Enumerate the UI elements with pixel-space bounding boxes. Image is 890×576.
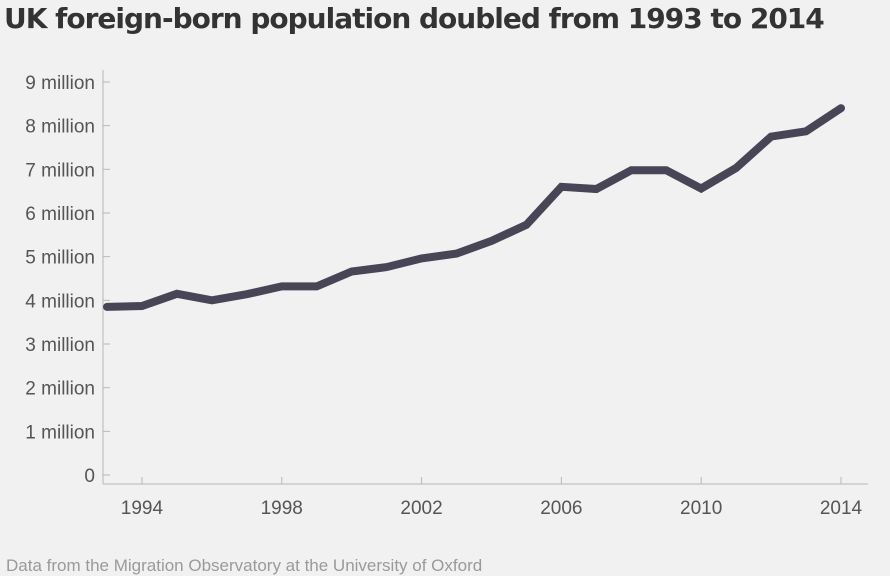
y-tick-label: 4 million [25, 291, 95, 312]
series-line [103, 104, 845, 311]
x-tick-label: 1994 [121, 498, 164, 519]
x-tick-label: 2014 [820, 498, 863, 519]
y-tick-label: 6 million [25, 204, 95, 225]
x-tick-label: 2010 [680, 498, 722, 519]
data-point [421, 257, 423, 259]
data-point [351, 271, 353, 272]
y-tick-label: 0 [84, 466, 95, 487]
chart-axes [102, 70, 868, 485]
data-point [106, 306, 108, 308]
y-tick-label: 8 million [25, 117, 95, 138]
data-point [770, 136, 772, 138]
data-point [141, 305, 143, 307]
data-point [525, 224, 527, 226]
data-point [456, 253, 457, 255]
data-point [665, 169, 667, 171]
x-axis-ticks: 1994 1998 2002 2006 2010 2014 [121, 477, 863, 519]
y-tick-label: 1 million [25, 422, 95, 443]
data-point [281, 285, 283, 287]
series-layer [103, 104, 845, 311]
data-point [386, 266, 388, 268]
data-point [840, 107, 842, 109]
y-axis-ticks: 0 1 million 2 million 3 million 4 million 5 m… [25, 73, 110, 487]
data-point [491, 240, 492, 242]
y-tick-label: 3 million [25, 335, 95, 356]
source-note: Data from the Migration Observatory at t… [6, 556, 483, 575]
x-tick-label: 1998 [261, 498, 303, 519]
y-tick-label: 7 million [25, 160, 95, 181]
x-tick-label: 2002 [400, 498, 442, 519]
chart-title: UK foreign-born population doubled from … [4, 2, 825, 35]
y-tick-label: 9 million [25, 73, 95, 94]
data-point [630, 169, 632, 171]
y-tick-label: 5 million [25, 248, 95, 269]
data-point [246, 293, 248, 295]
data-point [560, 186, 562, 188]
data-point [700, 188, 702, 189]
data-point [176, 293, 178, 295]
y-tick-label: 2 million [25, 379, 95, 400]
x-tick-label: 2006 [540, 498, 582, 519]
data-point [316, 285, 318, 287]
data-point [211, 299, 213, 301]
data-point [735, 167, 737, 169]
data-point [595, 188, 597, 190]
data-point [805, 130, 807, 132]
